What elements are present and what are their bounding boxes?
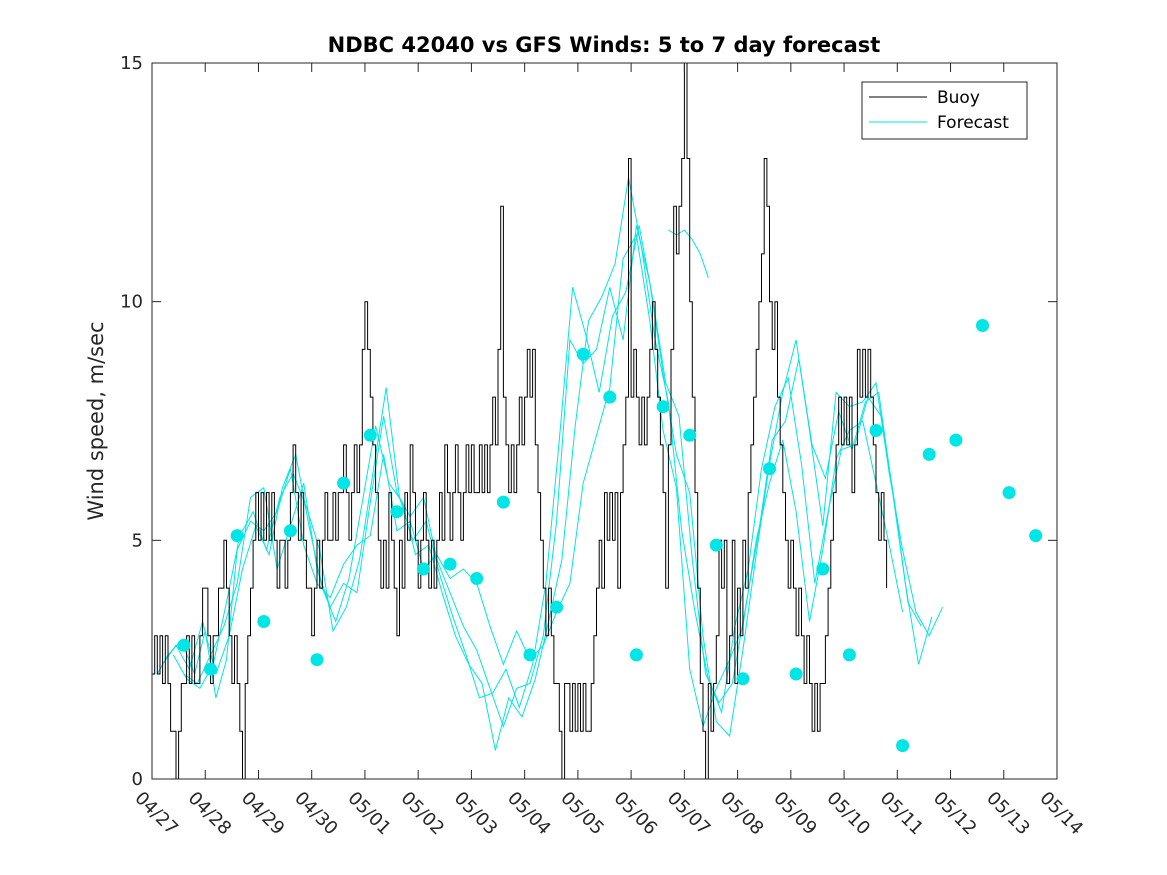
forecast-marker-5 <box>283 524 297 538</box>
forecast-run-line-4 <box>668 229 709 278</box>
forecast-marker-2 <box>204 662 218 676</box>
forecast-run-line-1 <box>162 177 922 751</box>
plot-area <box>152 63 1057 779</box>
legend-box <box>861 81 1028 140</box>
forecast-marker-1 <box>177 638 191 652</box>
forecast-marker-32 <box>1002 486 1016 500</box>
forecast-marker-8 <box>363 428 377 442</box>
legend-label-buoy: Buoy <box>937 88 980 108</box>
chart-title: NDBC 42040 vs GFS Winds: 5 to 7 day fore… <box>328 33 881 57</box>
buoy-line <box>152 62 888 780</box>
forecast-marker-15 <box>550 600 564 614</box>
forecast-marker-26 <box>842 648 856 662</box>
forecast-marker-18 <box>629 648 643 662</box>
forecast-marker-3 <box>230 529 244 543</box>
y-tick-label: 5 <box>132 530 143 551</box>
forecast-marker-12 <box>470 572 484 585</box>
legend-label-forecast: Forecast <box>937 113 1009 133</box>
forecast-marker-25 <box>816 562 830 576</box>
forecast-marker-29 <box>922 447 936 461</box>
forecast-marker-23 <box>763 462 776 476</box>
forecast-marker-7 <box>337 476 351 490</box>
forecast-marker-20 <box>683 428 697 442</box>
forecast-marker-13 <box>496 495 510 509</box>
forecast-marker-22 <box>736 672 750 686</box>
y-tick-label: 15 <box>120 53 143 74</box>
forecast-marker-11 <box>443 557 457 571</box>
forecast-marker-21 <box>709 538 723 552</box>
y-axis-label: Wind speed, m/sec <box>84 321 108 520</box>
forecast-marker-31 <box>976 319 989 332</box>
forecast-marker-24 <box>789 667 803 681</box>
forecast-line <box>156 233 904 729</box>
forecast-marker-14 <box>523 648 537 662</box>
forecast-marker-9 <box>390 505 404 519</box>
forecast-marker-4 <box>257 615 271 628</box>
forecast-marker-16 <box>576 347 590 361</box>
series-layer <box>152 62 1043 780</box>
forecast-marker-30 <box>949 433 963 447</box>
y-tick-label: 0 <box>132 769 143 790</box>
forecast-marker-27 <box>869 424 883 437</box>
forecast-marker-28 <box>896 739 910 753</box>
forecast-marker-19 <box>656 400 670 414</box>
forecast-marker-6 <box>310 653 324 667</box>
forecast-marker-33 <box>1029 529 1043 543</box>
forecast-marker-10 <box>417 562 430 576</box>
y-tick-label: 10 <box>120 292 143 313</box>
legend: Buoy Forecast <box>861 81 1028 140</box>
plot-frame <box>151 62 1058 780</box>
forecast-marker-17 <box>603 390 617 404</box>
forecast-run-line-3 <box>183 225 943 738</box>
